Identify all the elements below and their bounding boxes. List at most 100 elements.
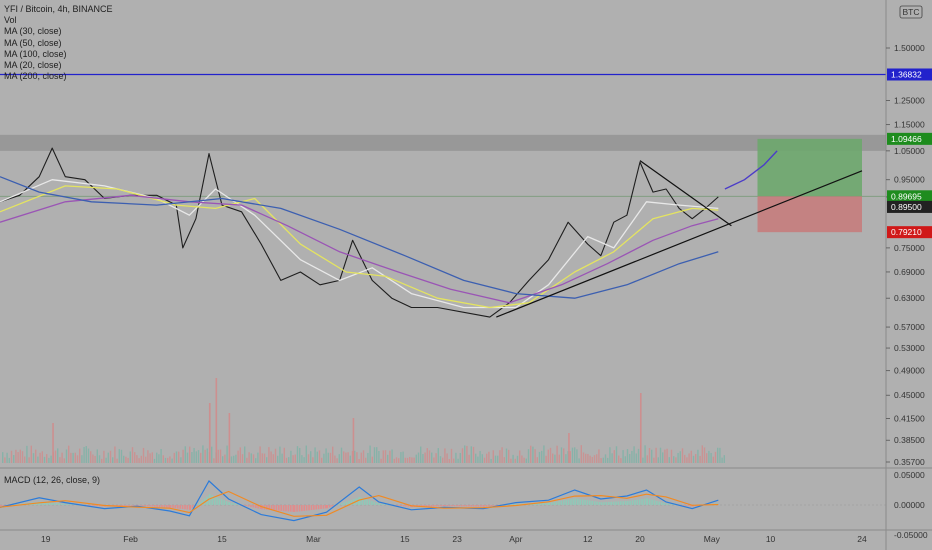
macd-histogram-bar xyxy=(383,504,386,505)
volume-bar xyxy=(68,445,70,463)
volume-bar xyxy=(475,453,477,463)
macd-histogram-bar xyxy=(121,505,123,507)
volume-bar xyxy=(21,451,24,463)
volume-bar xyxy=(288,457,290,463)
volume-bar xyxy=(217,449,219,463)
volume-bar xyxy=(479,450,481,463)
macd-histogram-bar xyxy=(562,500,565,505)
macd-histogram-bar xyxy=(158,505,161,507)
macd-histogram-bar xyxy=(308,505,310,511)
volume-bar xyxy=(219,449,222,463)
macd-histogram-bar xyxy=(135,505,138,506)
macd-histogram-bar xyxy=(216,497,218,505)
volume-bar xyxy=(134,452,136,463)
macd-histogram-bar xyxy=(565,499,567,505)
macd-histogram-bar xyxy=(514,504,517,505)
macd-histogram-bar xyxy=(591,500,594,505)
volume-bar xyxy=(384,450,387,463)
volume-bar xyxy=(376,447,378,463)
volume-bar xyxy=(516,455,519,463)
volume-bar xyxy=(336,458,338,463)
macd-histogram-bar xyxy=(589,500,591,505)
volume-bar xyxy=(690,450,692,463)
macd-histogram-bar xyxy=(446,505,449,507)
macd-histogram-bar xyxy=(41,501,44,505)
macd-histogram-bar xyxy=(574,498,577,505)
macd-histogram-bar xyxy=(437,505,440,507)
macd-histogram-bar xyxy=(378,503,381,505)
volume-bar xyxy=(285,457,288,463)
volume-bar xyxy=(303,457,305,463)
volume-bar xyxy=(195,451,197,463)
volume-bar xyxy=(279,446,281,463)
volume-bar xyxy=(125,456,127,463)
volume-bar xyxy=(393,458,395,463)
volume-bar xyxy=(505,448,508,463)
volume-bar xyxy=(615,446,618,463)
legend-ma-200[interactable]: MA (200, close) xyxy=(4,71,67,82)
macd-histogram-bar xyxy=(690,505,692,507)
macd-histogram-bar xyxy=(181,505,184,510)
macd-histogram-bar xyxy=(490,505,493,507)
macd-histogram-bar xyxy=(405,505,407,507)
legend-vol[interactable]: Vol xyxy=(4,15,17,26)
symbol-title[interactable]: YFI / Bitcoin, 4h, BINANCE xyxy=(4,4,113,14)
macd-histogram-bar xyxy=(433,505,435,507)
price-tag-label: 0.79210 xyxy=(891,227,922,237)
volume-bar xyxy=(622,450,624,463)
macd-histogram-bar xyxy=(619,501,622,505)
volume-bar xyxy=(39,452,41,463)
legend-ma-100[interactable]: MA (100, close) xyxy=(4,48,67,59)
volume-bar xyxy=(327,452,329,463)
volume-bar xyxy=(343,451,345,463)
volume-bar xyxy=(301,455,303,463)
volume-bar xyxy=(679,451,681,463)
volume-bar xyxy=(591,456,593,463)
macd-histogram-bar xyxy=(402,505,405,507)
price-tag-label: 1.09466 xyxy=(891,134,922,144)
volume-bar xyxy=(574,447,576,463)
macd-histogram-bar xyxy=(468,505,470,507)
volume-bar xyxy=(417,452,420,463)
volume-bar xyxy=(211,446,213,463)
price-axis-label: 1.15000 xyxy=(894,120,925,130)
drawings-layer[interactable] xyxy=(496,150,863,318)
macd-histogram-bar xyxy=(198,502,201,505)
volume-bar xyxy=(470,446,472,463)
legend-ma-50[interactable]: MA (50, close) xyxy=(4,37,62,48)
volume-bar xyxy=(558,454,560,463)
macd-histogram-bar xyxy=(320,505,322,509)
macd-histogram-bar xyxy=(507,504,509,506)
volume-bar xyxy=(35,449,37,463)
macd-histogram-bar xyxy=(518,503,520,505)
legend-macd[interactable]: MACD (12, 26, close, 9) xyxy=(4,475,101,485)
volume-bar xyxy=(675,457,677,463)
volume-bar xyxy=(563,448,565,463)
volume-bar xyxy=(347,452,349,463)
volume-bar xyxy=(57,448,59,463)
volume-bar xyxy=(13,455,15,463)
volume-bar xyxy=(63,458,65,463)
volume-bar xyxy=(686,457,688,463)
legend-ma-30[interactable]: MA (30, close) xyxy=(4,26,62,37)
volume-bar xyxy=(281,453,283,463)
legend-ma-20[interactable]: MA (20, close) xyxy=(4,60,62,71)
price-axis-label: 1.50000 xyxy=(894,43,925,53)
price-tag-label: 0.89695 xyxy=(891,191,922,201)
macd-histogram-bar xyxy=(682,505,685,506)
macd-histogram-bar xyxy=(428,505,430,507)
volume-bar xyxy=(490,458,492,463)
volume-bar xyxy=(362,450,365,463)
macd-histogram-bar xyxy=(51,502,53,505)
volume-bar xyxy=(624,456,626,463)
volume-bar xyxy=(378,451,380,463)
resistance-zone xyxy=(0,134,886,151)
time-axis-label: 24 xyxy=(857,534,867,544)
volume-bar xyxy=(723,455,725,463)
volume-bar xyxy=(259,446,261,463)
volume-bar xyxy=(158,454,160,463)
macd-histogram-bar xyxy=(186,505,189,510)
price-tag-label: 0.89500 xyxy=(891,202,922,212)
volume-bar xyxy=(349,455,351,463)
